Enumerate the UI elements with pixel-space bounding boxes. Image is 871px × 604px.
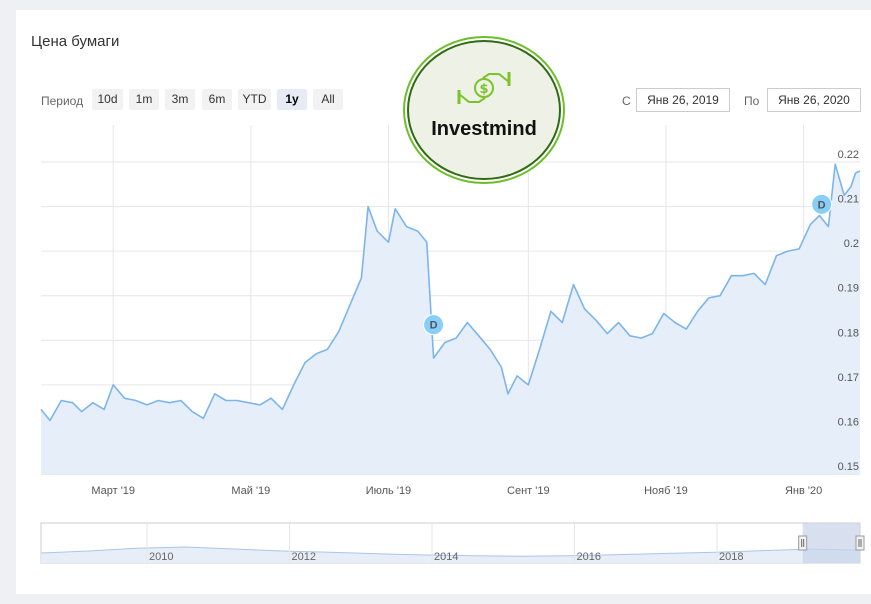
dividend-marker-label: D — [818, 199, 826, 211]
navigator-right-handle[interactable] — [855, 535, 865, 551]
series-line — [40, 163, 861, 422]
x-tick-label: Янв '20 — [785, 485, 822, 497]
y-tick-label: 0.15 — [838, 461, 859, 473]
navigator-tick-label: 2014 — [434, 551, 458, 563]
dividend-marker-label: D — [430, 320, 438, 332]
period-button-6m[interactable]: 6m — [202, 89, 232, 110]
period-button-1m[interactable]: 1m — [129, 89, 159, 110]
x-tick-label: Март '19 — [91, 485, 135, 497]
y-tick-label: 0.16 — [838, 416, 859, 428]
chart-title: Цена бумаги — [31, 33, 120, 50]
navigator-tick-label: 2018 — [719, 551, 743, 563]
navigator-tick-label: 2012 — [292, 551, 316, 563]
navigator-left-handle[interactable] — [798, 535, 808, 551]
dividend-marker — [811, 193, 833, 215]
period-button-ytd[interactable]: YTD — [238, 89, 271, 110]
x-tick-label: Сент '19 — [507, 485, 550, 497]
range-to-label: По — [744, 94, 760, 108]
logo-text: Investmind — [431, 118, 537, 140]
y-tick-label: 0.19 — [838, 283, 859, 295]
navigator-area — [41, 547, 860, 563]
y-tick-label: 0.22 — [838, 149, 859, 161]
range-from-label: С — [622, 94, 631, 108]
range-from-input[interactable]: Янв 26, 2019 — [636, 88, 730, 112]
x-tick-label: Июль '19 — [366, 485, 411, 497]
y-tick-label: 0.17 — [838, 372, 859, 384]
navigator-selection — [802, 523, 860, 563]
period-button-1y[interactable]: 1y — [277, 89, 307, 110]
period-button-3m[interactable]: 3m — [165, 89, 195, 110]
navigator-tick-label: 2016 — [577, 551, 601, 563]
money-hands-icon: $ — [457, 72, 511, 104]
period-button-all[interactable]: All — [313, 89, 343, 110]
navigator-line — [40, 546, 861, 557]
period-label: Период — [41, 94, 84, 108]
dividend-marker — [423, 314, 445, 336]
period-button-10d[interactable]: 10d — [92, 89, 123, 110]
svg-text:$: $ — [479, 82, 488, 97]
x-tick-label: Май '19 — [231, 485, 270, 497]
investmind-logo: $ Investmind — [407, 40, 561, 180]
y-tick-label: 0.2 — [844, 238, 859, 250]
x-tick-label: Нояб '19 — [644, 485, 688, 497]
y-tick-label: 0.21 — [838, 194, 859, 206]
range-to-input[interactable]: Янв 26, 2020 — [767, 88, 861, 112]
series-area-fill — [41, 164, 860, 474]
y-tick-label: 0.18 — [838, 327, 859, 339]
navigator-tick-label: 2010 — [149, 551, 173, 563]
